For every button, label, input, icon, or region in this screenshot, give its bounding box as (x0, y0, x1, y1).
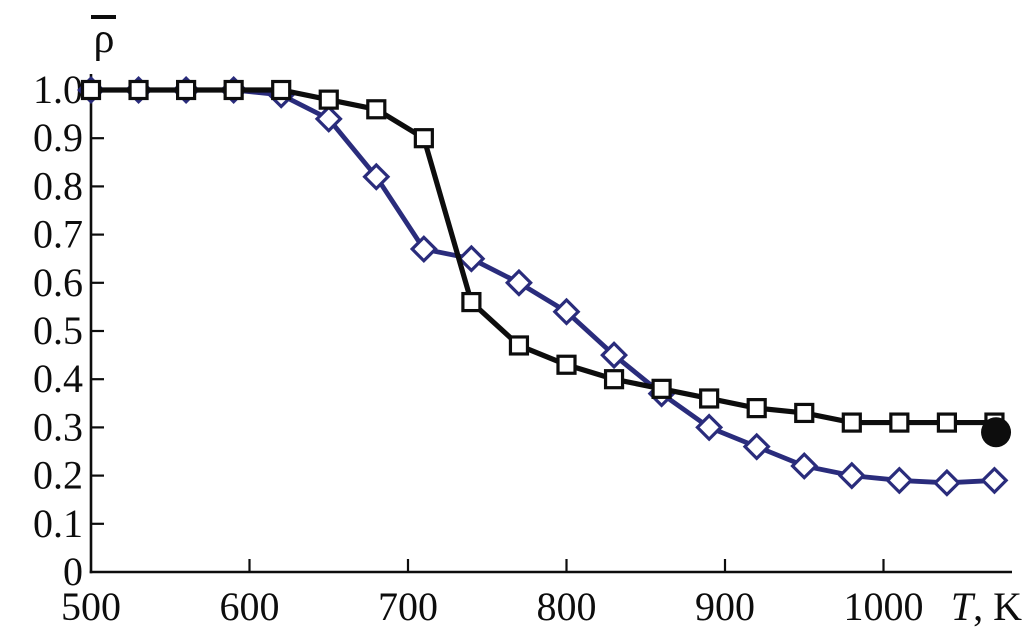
diamond-marker (885, 466, 914, 495)
series-blue-diamonds (77, 76, 1009, 497)
square-marker (841, 412, 862, 433)
square-marker (271, 79, 292, 101)
axis-titles: ρ T, K (91, 15, 1022, 629)
diamond-marker (980, 466, 1009, 495)
tick-marks (91, 88, 885, 572)
square-marker (80, 79, 102, 101)
square-marker (128, 79, 149, 101)
y-tick-label: 0.5 (33, 308, 83, 353)
square-marker (699, 388, 720, 409)
y-tick-label: 0.2 (33, 453, 83, 498)
square-marker (651, 378, 672, 399)
x-tick-label: 500 (61, 584, 121, 629)
diamond-marker (695, 413, 724, 442)
x-tick-label: 1000 (844, 584, 924, 629)
y-tick-label: 0.4 (33, 356, 83, 401)
diamond-marker (837, 461, 866, 490)
x-tick-label: 600 (220, 584, 280, 629)
y-tick-label: 0.3 (33, 404, 83, 449)
square-marker (746, 398, 767, 419)
square-marker (889, 412, 910, 433)
square-marker (318, 89, 339, 110)
square-marker (366, 99, 387, 120)
filled-circle-endpoint (981, 417, 1012, 448)
axes (89, 74, 1012, 574)
x-tick-label: 700 (378, 584, 438, 629)
square-marker (176, 79, 197, 101)
diamond-marker (600, 341, 629, 370)
diamond-marker (409, 235, 438, 264)
diamond-marker (457, 244, 486, 273)
diamond-marker (932, 468, 961, 497)
y-tick-label: 0.7 (33, 212, 83, 257)
diamond-marker (742, 432, 771, 461)
square-marker (413, 128, 434, 149)
square-marker (603, 369, 625, 390)
diamond-marker (552, 297, 581, 326)
y-axis-title: ρ (94, 16, 115, 62)
x-axis-title: T, K (951, 584, 1022, 629)
y-tick-label: 0 (63, 549, 83, 594)
y-tick-label: 0.8 (33, 163, 83, 208)
square-marker (556, 354, 577, 375)
y-tick-label: 1.0 (33, 67, 83, 112)
black-squares-line (91, 87, 995, 426)
diamond-marker (790, 451, 819, 480)
y-tick-label: 0.9 (33, 115, 83, 160)
y-tick-label: 0.1 (33, 501, 83, 546)
square-marker (936, 412, 958, 433)
tick-labels: 00.10.20.30.40.50.60.70.80.91.0 500 600 700… (33, 67, 924, 629)
series-black-squares (80, 79, 1005, 433)
square-marker (223, 79, 244, 101)
diamond-marker (504, 268, 533, 297)
square-marker (508, 335, 530, 356)
square-marker (794, 402, 815, 424)
diamond-marker (362, 162, 391, 191)
y-tick-label: 0.6 (33, 260, 83, 305)
x-tick-label: 900 (695, 584, 755, 629)
diamond-marker (314, 104, 343, 133)
x-tick-label: 800 (537, 584, 597, 629)
square-marker (461, 291, 482, 313)
